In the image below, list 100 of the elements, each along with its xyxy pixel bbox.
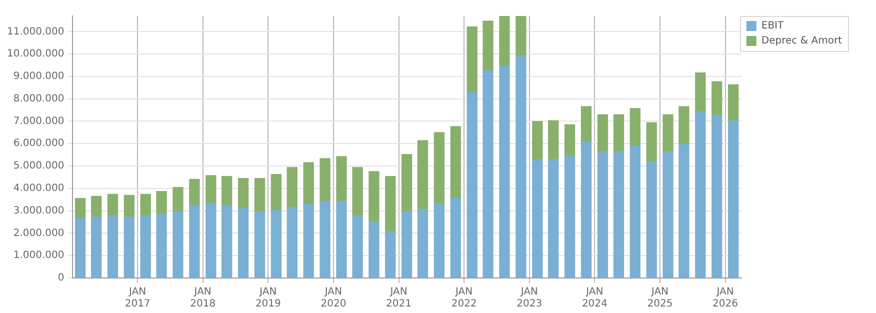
bar: [434, 202, 445, 278]
bar: [222, 176, 232, 206]
bar: [482, 70, 494, 278]
bar: [532, 158, 543, 278]
bar: [678, 144, 690, 278]
bar: [206, 175, 216, 204]
bar: [172, 212, 184, 278]
x-tick-label: JAN 2017: [124, 286, 150, 310]
y-tick-label: 7.000.000: [13, 116, 64, 127]
bar: [564, 155, 576, 278]
bar: [728, 120, 739, 278]
y-tick-label: 0: [58, 272, 64, 284]
bar: [303, 162, 314, 204]
bar: [254, 178, 266, 212]
bar: [466, 26, 478, 93]
bar: [320, 200, 330, 278]
bar: [466, 92, 478, 278]
bar: [417, 140, 428, 210]
bar: [580, 141, 592, 278]
bar: [728, 84, 739, 121]
x-tick-label: JAN 2020: [320, 286, 346, 310]
bar: [238, 178, 249, 208]
x-tick-label: JAN 2026: [712, 286, 738, 310]
bar: [352, 167, 363, 216]
bar: [91, 216, 102, 278]
bar: [189, 178, 200, 206]
y-tick-label: 2.000.000: [13, 228, 64, 239]
bar: [499, 16, 510, 67]
bar: [580, 106, 592, 142]
bar: [385, 176, 396, 232]
bar: [401, 154, 412, 212]
x-tick-label: JAN 2024: [582, 286, 608, 310]
bar: [613, 151, 624, 278]
bar: [189, 204, 200, 278]
bar: [385, 230, 396, 278]
bar: [516, 16, 526, 56]
bar: [352, 214, 363, 278]
x-tick-label: JAN 2025: [647, 286, 673, 310]
legend-label: EBIT: [761, 20, 784, 32]
bar: [303, 204, 314, 278]
bar: [286, 167, 298, 208]
bar: [678, 106, 690, 144]
bar: [270, 174, 282, 210]
bar: [336, 156, 347, 202]
bar: [368, 171, 380, 222]
bar: [238, 208, 249, 278]
bar: [124, 216, 134, 278]
bar: [662, 114, 674, 152]
bar: [434, 132, 445, 204]
bar: [613, 114, 624, 152]
bar: [206, 202, 216, 278]
bar: [597, 151, 608, 278]
bar: [140, 194, 151, 216]
bar: [548, 158, 559, 278]
x-tick-label: JAN 2019: [255, 286, 281, 310]
y-tick-label: 4.000.000: [13, 183, 64, 194]
bar: [532, 121, 543, 160]
bar: [450, 198, 461, 278]
bar: [662, 151, 674, 278]
bar: [107, 214, 118, 278]
bar: [222, 204, 232, 278]
legend-label: Deprec & Amort: [761, 36, 842, 47]
bar: [270, 210, 282, 278]
bar: [630, 146, 640, 278]
bar: [254, 210, 266, 278]
bar: [140, 216, 151, 278]
bar: [74, 218, 86, 278]
bar: [156, 191, 167, 214]
y-tick-label: 1.000.000: [13, 250, 64, 262]
y-tick-label: 5.000.000: [13, 160, 64, 172]
bar: [320, 158, 330, 202]
bar: [695, 72, 706, 112]
y-tick-label: 11.000.000: [6, 26, 64, 38]
y-tick-label: 3.000.000: [13, 205, 64, 216]
bar: [646, 161, 657, 278]
bar: [286, 206, 298, 278]
bar: [646, 122, 657, 162]
bar: [156, 214, 167, 278]
x-tick-label: JAN 2022: [451, 286, 477, 310]
y-tick-label: 6.000.000: [13, 138, 64, 150]
y-tick-label: 8.000.000: [13, 93, 64, 104]
bar: [548, 120, 559, 160]
bar: [450, 126, 461, 198]
x-tick-label: JAN 2021: [386, 286, 412, 310]
y-tick-label: 10.000.000: [6, 48, 64, 60]
bar: [516, 55, 526, 278]
bar: [368, 221, 380, 278]
bar: [401, 210, 412, 278]
bar: [107, 194, 118, 216]
bar: [630, 108, 640, 146]
bar: [499, 66, 510, 278]
bar: [564, 124, 576, 156]
bar: [336, 200, 347, 278]
bar: [482, 20, 494, 71]
bar: [124, 194, 134, 218]
bar: [712, 115, 722, 278]
bar: [91, 196, 102, 218]
bar: [172, 186, 184, 212]
x-tick-label: JAN 2018: [190, 286, 216, 310]
bar: [712, 81, 722, 116]
